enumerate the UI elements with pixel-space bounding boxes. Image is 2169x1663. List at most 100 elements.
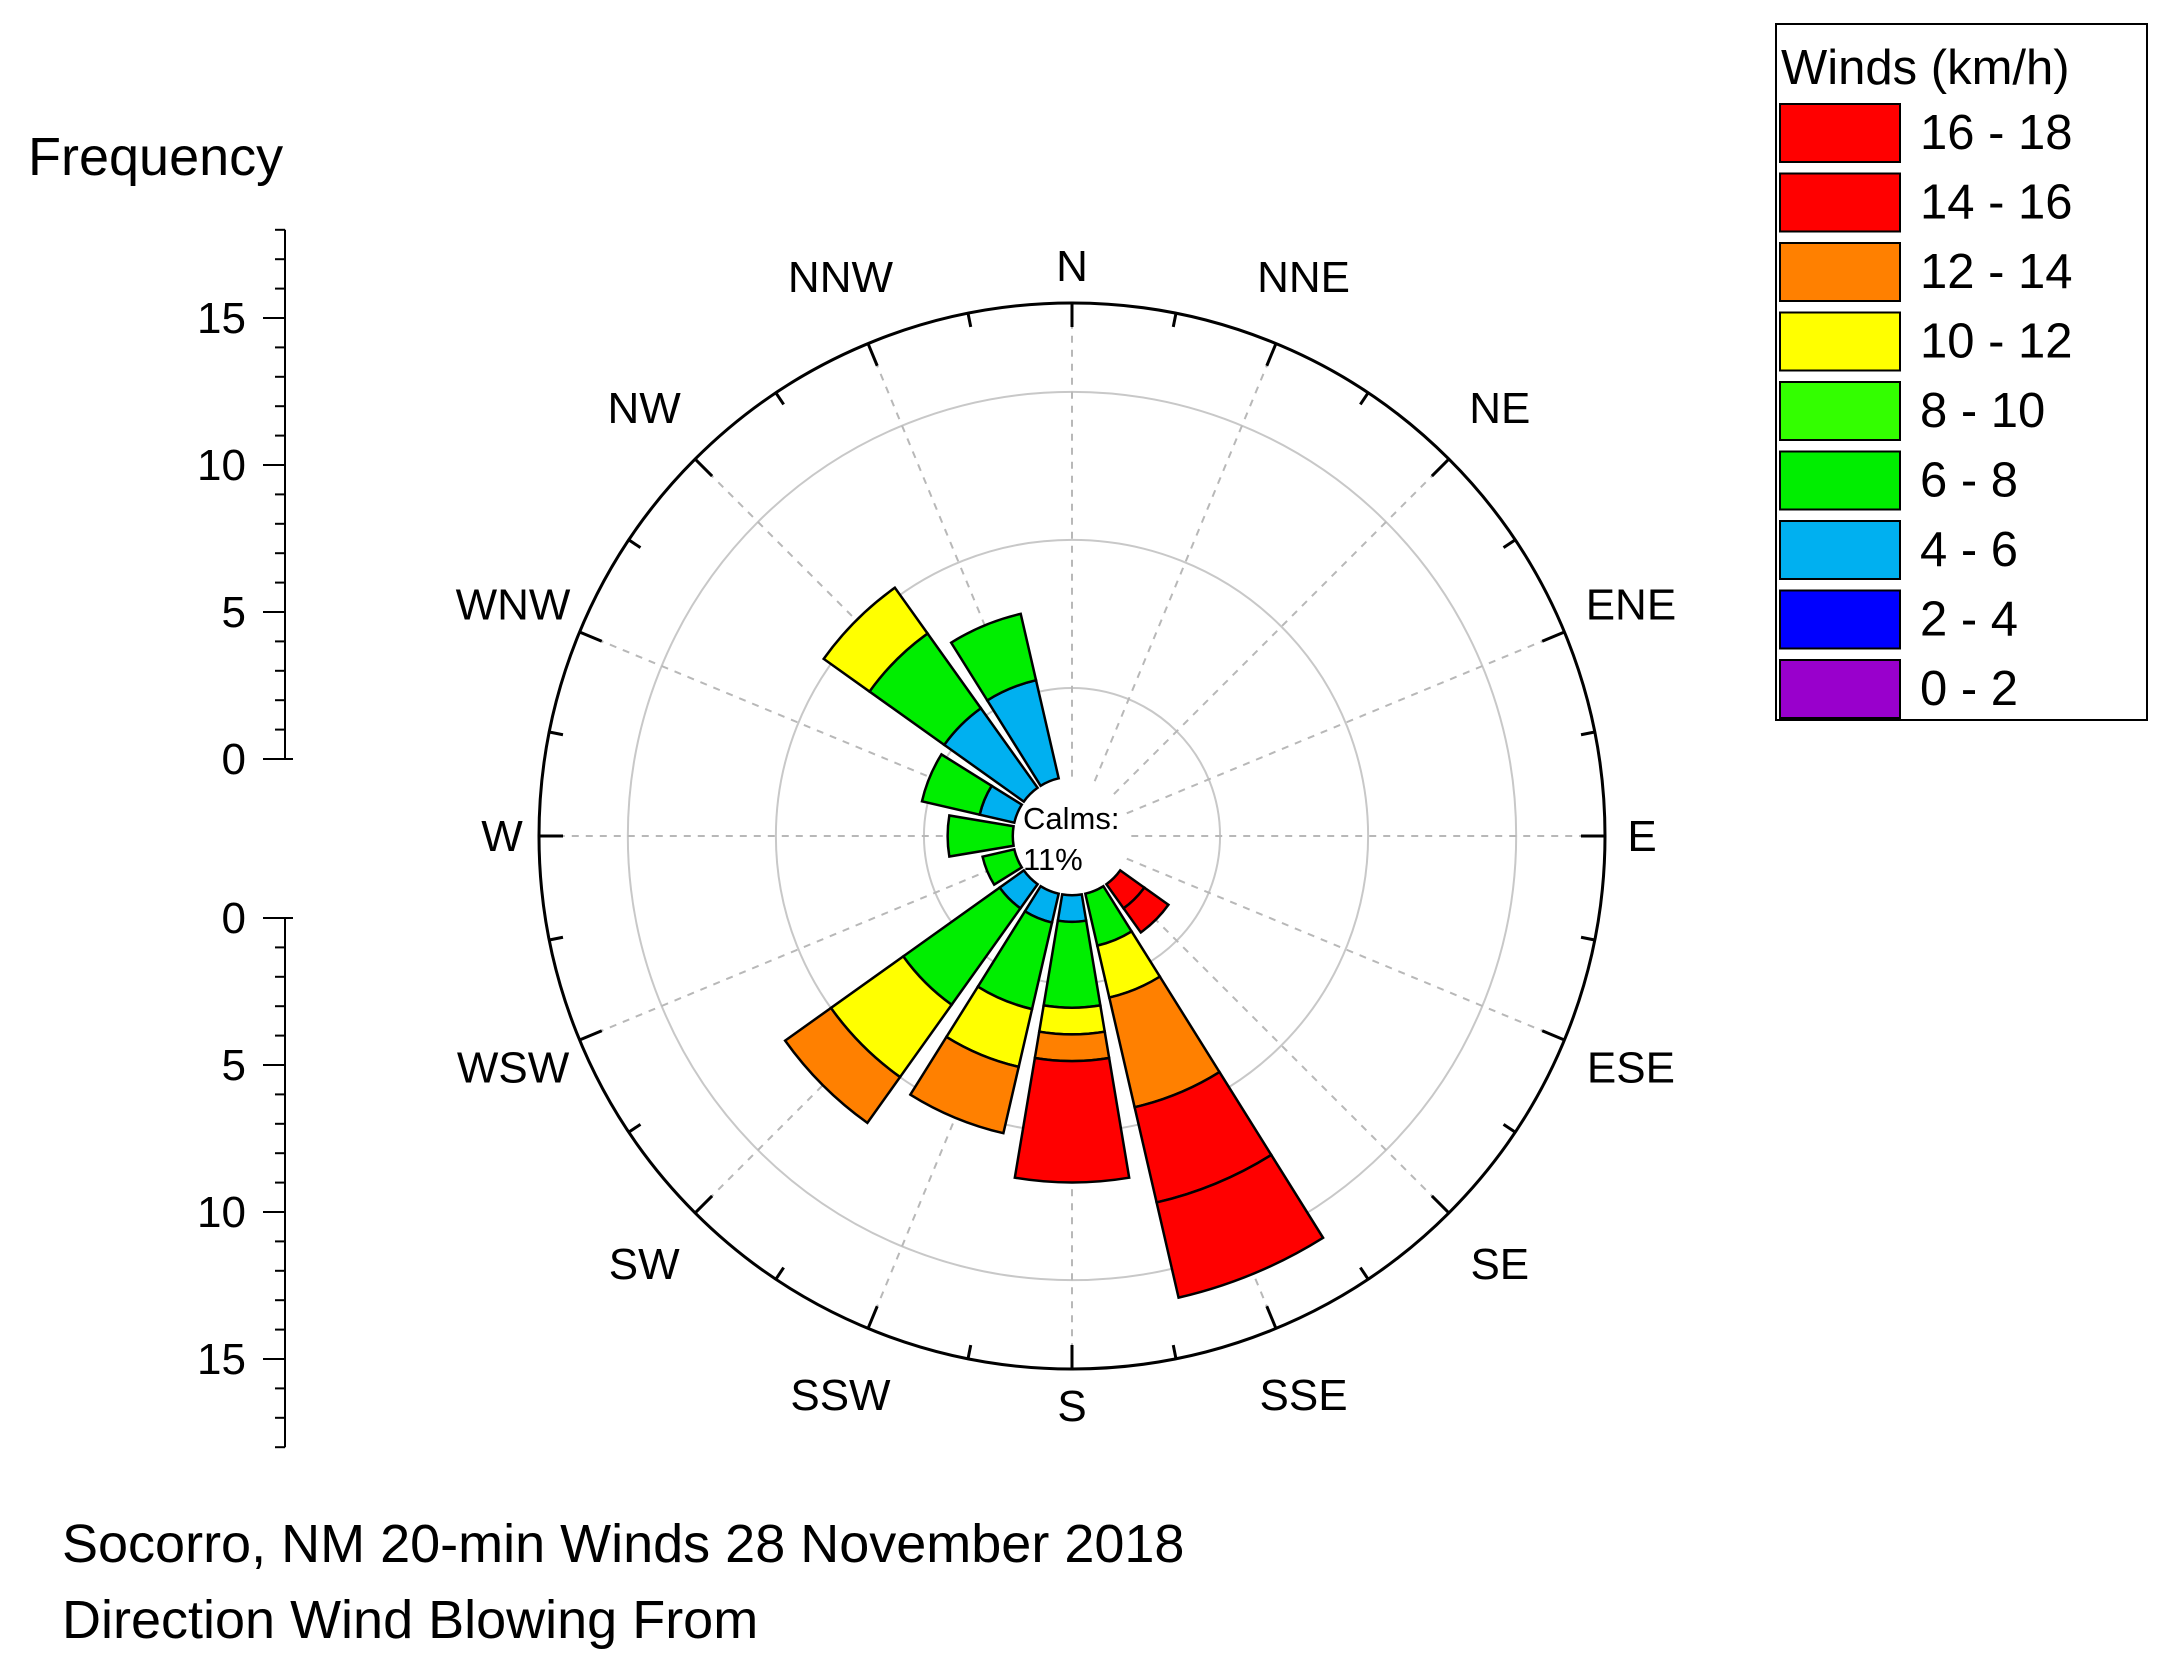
perimeter-tick: [1265, 1305, 1278, 1330]
perimeter-tick: [548, 935, 564, 942]
perimeter-tick: [1580, 730, 1596, 737]
direction-label-wsw: WSW: [457, 1044, 570, 1093]
frequency-axis-lower: 0 5 10 15: [197, 894, 293, 1449]
legend-label: 8 - 10: [1920, 384, 2045, 438]
sector-wnw: [920, 752, 1024, 825]
perimeter-tick: [548, 730, 564, 737]
calms-value: 11%: [1023, 842, 1083, 877]
perimeter-tick: [1541, 630, 1566, 643]
frequency-tick-label: 10: [197, 441, 246, 490]
spoke-nnw: [867, 343, 1051, 782]
frequency-tick-label: 5: [222, 588, 246, 637]
direction-label-ese: ESE: [1587, 1044, 1675, 1093]
segment-sse-16-18: [1155, 1153, 1325, 1300]
legend-swatch: [1779, 450, 1901, 511]
legend-label: 2 - 4: [1920, 593, 2018, 647]
perimeter-tick: [774, 391, 785, 406]
legend-swatch: [1779, 311, 1901, 372]
segment-wsw-6-8: [981, 847, 1024, 887]
sector-wsw: [981, 847, 1024, 887]
legend-swatch: [1779, 520, 1901, 580]
legend-title: Winds (km/h): [1781, 41, 2070, 95]
calm-circle: [1012, 776, 1132, 896]
spoke-ene: [1126, 631, 1565, 815]
direction-label-sw: SW: [609, 1240, 680, 1289]
direction-label-sse: SSE: [1260, 1371, 1348, 1420]
legend-label: 12 - 14: [1920, 245, 2073, 299]
perimeter-tick: [866, 1305, 879, 1330]
legend-swatch: [1779, 242, 1901, 302]
direction-label-e: E: [1627, 812, 1656, 861]
perimeter-tick: [1359, 391, 1370, 406]
legend-swatch: [1779, 589, 1901, 650]
segment-s-6-8: [1042, 919, 1102, 1009]
segment-sw-12-14: [783, 1006, 902, 1125]
segment-nw-10-12: [821, 585, 930, 694]
direction-label-n: N: [1056, 242, 1088, 291]
spoke-nne: [1093, 343, 1277, 782]
segment-w-6-8: [946, 814, 1016, 858]
sector-sse: [1083, 884, 1325, 1300]
direction-label-wnw: WNW: [456, 580, 571, 629]
frequency-axis: Frequency 0 5 10 15 0 5 10 15: [28, 127, 293, 1449]
legend-label: 14 - 16: [1920, 176, 2073, 230]
chart-title: Socorro, NM 20-min Winds 28 November 201…: [62, 1514, 1184, 1574]
frequency-axis-label: Frequency: [28, 127, 283, 187]
calms-center: Calms: 11%: [1023, 801, 1119, 877]
segment-s-16-18: [1013, 1056, 1131, 1184]
legend-label: 6 - 8: [1920, 454, 2018, 508]
spoke-ne: [1113, 458, 1450, 795]
direction-label-nw: NW: [608, 384, 682, 433]
segment-ssw-12-14: [908, 1035, 1021, 1135]
perimeter-tick: [627, 538, 642, 549]
segment-s-10-12: [1037, 1003, 1107, 1036]
spoke-se: [1113, 877, 1450, 1214]
sector-w: [946, 814, 1016, 858]
direction-label-ne: NE: [1469, 384, 1530, 433]
perimeter-tick: [966, 1344, 973, 1360]
direction-label-nne: NNE: [1257, 253, 1350, 302]
perimeter-tick: [1580, 935, 1596, 942]
rose-grid: [537, 301, 1607, 1371]
frequency-tick-label: 0: [222, 735, 246, 784]
legend-label: 16 - 18: [1920, 106, 2073, 160]
spoke-wsw: [579, 857, 1018, 1041]
frequency-tick-label: 15: [197, 294, 246, 343]
spoke-ese: [1126, 857, 1565, 1041]
frequency-axis-upper: 0 5 10 15: [197, 228, 293, 784]
segment-s-4-6: [1056, 892, 1088, 924]
legend-label: 4 - 6: [1920, 523, 2018, 577]
perimeter-tick: [966, 312, 973, 328]
frequency-tick-label: 5: [222, 1041, 246, 1090]
legend-label: 10 - 12: [1920, 315, 2073, 369]
sector-ssw: [908, 884, 1061, 1135]
perimeter-tick: [578, 1029, 603, 1042]
perimeter-tick: [1265, 342, 1278, 367]
sector-nw: [821, 585, 1040, 804]
perimeter-tick: [866, 342, 879, 367]
chart-subtitle: Direction Wind Blowing From: [62, 1590, 758, 1650]
sector-sw: [783, 868, 1040, 1125]
sector-se: [1104, 868, 1171, 935]
direction-label-ssw: SSW: [790, 1371, 891, 1420]
legend-swatch: [1779, 381, 1901, 441]
frequency-tick-label: 10: [197, 1188, 246, 1237]
perimeter-tick: [1502, 538, 1517, 549]
segment-s-12-14: [1033, 1030, 1111, 1063]
spoke-wnw: [579, 631, 1018, 815]
perimeter-tick: [1171, 312, 1178, 328]
direction-label-se: SE: [1470, 1240, 1529, 1289]
perimeter-tick: [1502, 1123, 1517, 1134]
frequency-tick-label: 15: [197, 1335, 246, 1384]
spoke-sw: [694, 877, 1031, 1214]
direction-label-w: W: [481, 812, 523, 861]
perimeter-tick: [1359, 1266, 1370, 1281]
perimeter-tick: [627, 1123, 642, 1134]
sector-s: [1013, 892, 1131, 1184]
direction-label-ene: ENE: [1586, 580, 1676, 629]
perimeter-tick: [694, 458, 714, 478]
perimeter-tick: [774, 1266, 785, 1281]
legend-label: 0 - 2: [1920, 662, 2018, 716]
frequency-tick-label: 0: [222, 894, 246, 943]
